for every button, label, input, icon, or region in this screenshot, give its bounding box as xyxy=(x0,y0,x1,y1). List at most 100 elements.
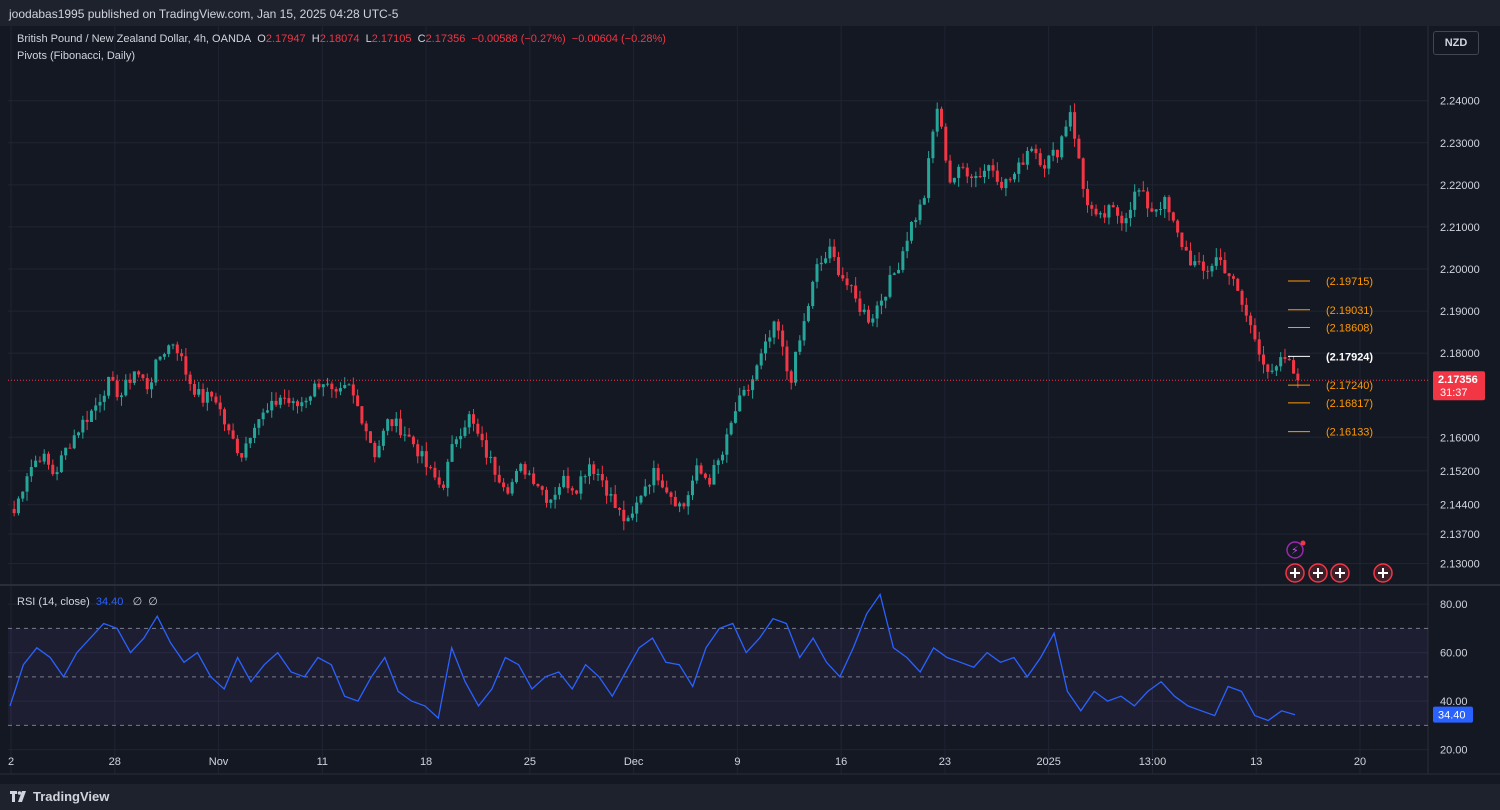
candle-body xyxy=(652,468,656,486)
candle-body xyxy=(304,400,308,403)
candle-body xyxy=(1094,208,1098,215)
candle-body xyxy=(514,470,518,483)
candle-body xyxy=(214,396,218,403)
candle-body xyxy=(596,474,600,476)
candle-body xyxy=(454,439,458,445)
candle-body xyxy=(300,402,304,407)
candle-body xyxy=(403,434,407,436)
candle-body xyxy=(815,264,819,282)
candle-body xyxy=(261,412,265,420)
time-axis-label: 13 xyxy=(1250,756,1262,768)
candle-body xyxy=(935,108,939,132)
candle-body xyxy=(1111,205,1115,208)
candle-body xyxy=(854,285,858,299)
candle-body xyxy=(858,298,862,312)
candle-body xyxy=(210,391,214,397)
candle-body xyxy=(1043,165,1047,169)
candle-body xyxy=(540,486,544,490)
low-label: L xyxy=(365,33,372,45)
candle-body xyxy=(648,485,652,487)
candle-body xyxy=(141,374,145,379)
candle-body xyxy=(472,414,476,424)
candle-body xyxy=(111,376,115,381)
candle-body xyxy=(278,397,282,405)
candle-body xyxy=(394,418,398,427)
candle-body xyxy=(656,468,660,481)
pivot-label: (2.17924) xyxy=(1326,351,1373,363)
price-axis-label: 2.14400 xyxy=(1440,500,1480,512)
candle-body xyxy=(433,467,437,478)
candle-body xyxy=(605,480,609,496)
candle-body xyxy=(1098,213,1102,215)
candle-body xyxy=(197,389,201,395)
candle-body xyxy=(283,397,287,399)
rsi-legend: RSI (14, close) 34.40 ∅ ∅ xyxy=(17,595,158,608)
price-axis-label: 2.13700 xyxy=(1440,529,1480,541)
candle-body xyxy=(1270,370,1274,372)
candle-body xyxy=(1085,188,1089,206)
candle-body xyxy=(961,166,965,168)
candle-body xyxy=(1214,257,1218,266)
candle-body xyxy=(1292,360,1296,374)
candle-body xyxy=(1227,273,1231,277)
candle-body xyxy=(1120,215,1124,224)
candle-body xyxy=(849,285,853,287)
candle-body xyxy=(690,480,694,496)
pivot-label: (2.16133) xyxy=(1326,427,1373,439)
candle-body xyxy=(38,460,42,462)
candle-body xyxy=(897,269,901,274)
chart-svg[interactable]: (2.19715) (2.19031) (2.18608) (2.17924) (2.1… xyxy=(0,26,1500,784)
candle-body xyxy=(296,401,300,407)
symbol-title[interactable]: British Pound / New Zealand Dollar, 4h, … xyxy=(17,33,252,45)
candle-body xyxy=(733,411,737,423)
candle-body xyxy=(1077,138,1081,159)
candle-body xyxy=(313,383,317,397)
rsi-last-tag xyxy=(1433,706,1473,723)
candle-body xyxy=(1034,148,1038,154)
publisher-text: joodabas1995 published on TradingView.co… xyxy=(9,7,399,21)
rsi-legend-value: 34.40 xyxy=(95,596,124,608)
candle-body xyxy=(12,508,16,514)
candle-body xyxy=(381,430,385,446)
price-axis-label: 2.24000 xyxy=(1440,96,1480,108)
candle-body xyxy=(695,465,699,481)
candle-body xyxy=(974,175,978,179)
candle-body xyxy=(240,453,244,458)
candle-body xyxy=(42,453,46,462)
footer-bar: TradingView xyxy=(0,784,1500,810)
candle-body xyxy=(768,337,772,342)
candle-body xyxy=(77,432,81,436)
candle-body xyxy=(987,165,991,171)
candle-body xyxy=(922,198,926,205)
time-axis-label: 18 xyxy=(420,756,432,768)
candle-body xyxy=(802,321,806,341)
candle-body xyxy=(1141,190,1145,192)
tradingview-logo[interactable]: TradingView xyxy=(10,789,109,804)
candle-body xyxy=(274,400,278,405)
candle-body xyxy=(1266,364,1270,372)
rsi-label[interactable]: RSI (14, close) xyxy=(17,596,90,608)
candle-body xyxy=(553,494,557,500)
candle-body xyxy=(326,383,330,385)
candle-body xyxy=(613,494,617,509)
candle-body xyxy=(1206,270,1210,272)
candle-body xyxy=(188,374,192,385)
candle-body xyxy=(1146,191,1150,209)
candle-body xyxy=(1189,250,1193,266)
pivots-legend[interactable]: Pivots (Fibonacci, Daily) xyxy=(17,50,135,62)
candle-body xyxy=(609,494,613,496)
candle-body xyxy=(742,389,746,396)
chart-area[interactable]: (2.19715) (2.19031) (2.18608) (2.17924) (2.1… xyxy=(0,26,1500,784)
candle-body xyxy=(867,309,871,323)
candle-body xyxy=(119,395,123,398)
candle-body xyxy=(1184,246,1188,251)
candle-body xyxy=(841,275,845,279)
candle-body xyxy=(1055,149,1059,158)
candle-body xyxy=(1223,260,1227,274)
candle-body xyxy=(89,410,93,422)
candle-body xyxy=(660,480,664,488)
price-axis-label: 2.20000 xyxy=(1440,264,1480,276)
currency-button[interactable]: NZD xyxy=(1433,31,1479,55)
candle-body xyxy=(1025,150,1029,165)
lightning-event-icon xyxy=(1286,541,1304,559)
